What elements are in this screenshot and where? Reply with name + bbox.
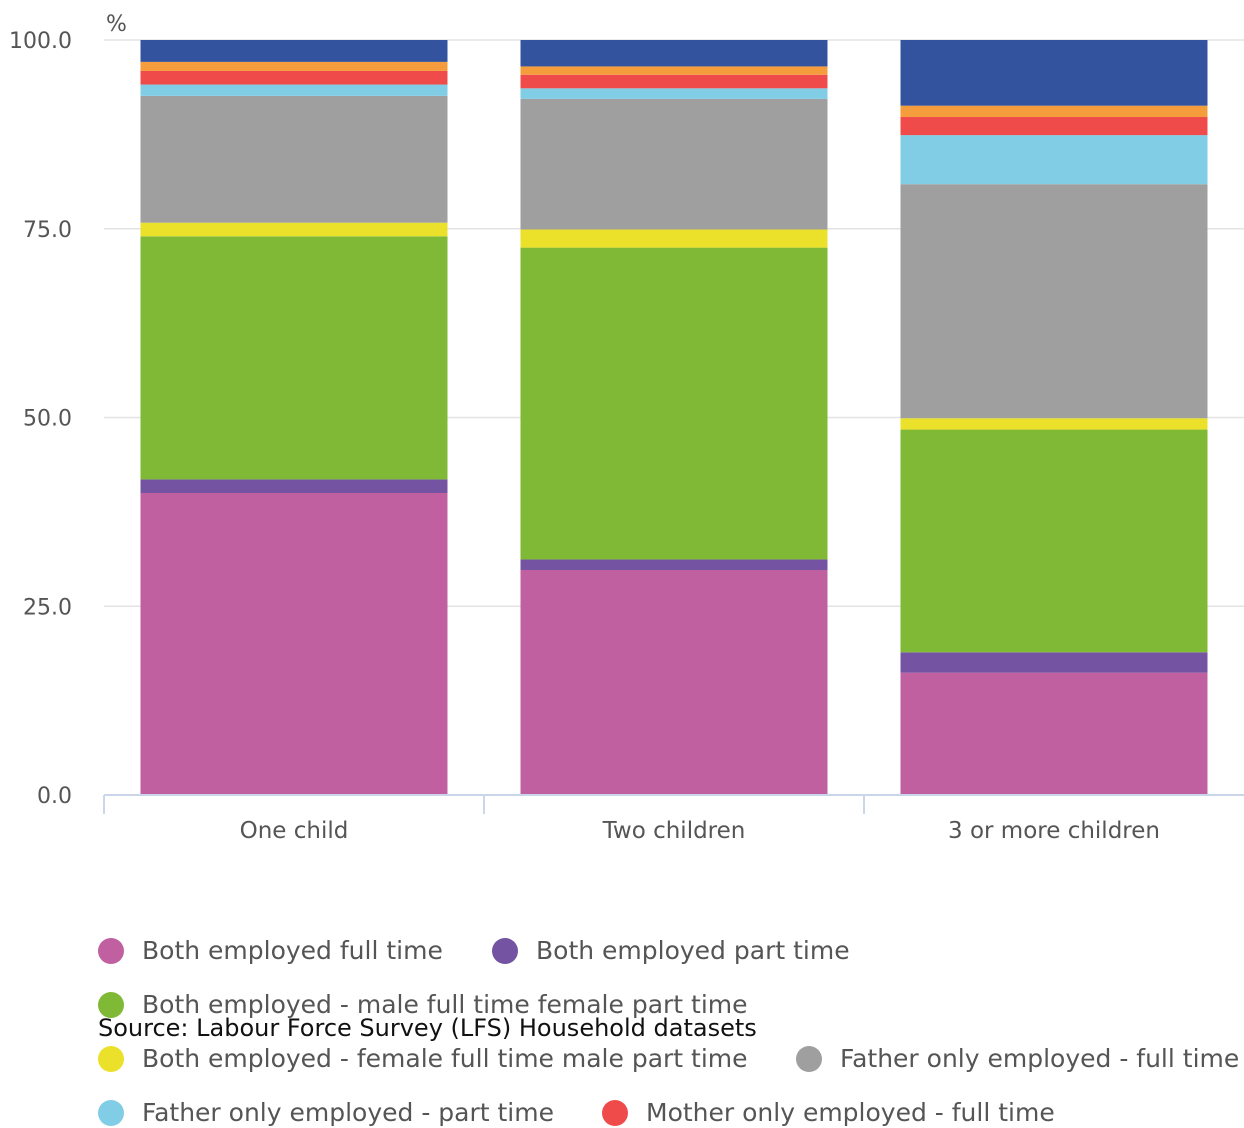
- bar-segment: [900, 672, 1208, 795]
- bar-segment: [140, 95, 448, 223]
- bar-segment: [520, 229, 828, 248]
- legend-label: Father only employed - part time: [142, 1098, 554, 1127]
- bar-segment: [520, 559, 828, 571]
- bar-segment: [520, 74, 828, 89]
- legend-swatch: [98, 937, 124, 964]
- legend-swatch: [492, 937, 518, 964]
- bar-segment: [140, 222, 448, 237]
- bar-segment: [900, 429, 1208, 653]
- legend-swatch: [98, 1045, 124, 1072]
- legend-swatch: [98, 1099, 124, 1126]
- legend-item[interactable]: Both employed part time: [492, 936, 850, 965]
- bar-segment: [520, 247, 828, 560]
- bar-segment: [900, 652, 1208, 673]
- legend-item[interactable]: Father only employed - part time: [98, 1098, 554, 1127]
- legend-item[interactable]: Both employed - female full time male pa…: [98, 1044, 748, 1073]
- bar-segment: [900, 135, 1208, 185]
- legend-swatch: [796, 1045, 822, 1072]
- bar-segment: [520, 98, 828, 230]
- bar-segment: [900, 117, 1208, 136]
- legend-swatch: [98, 991, 124, 1018]
- legend-label: Both employed full time: [142, 936, 443, 965]
- y-tick-label: 0.0: [37, 784, 72, 809]
- bar-segment: [520, 66, 828, 75]
- y-unit-label: %: [106, 12, 127, 37]
- legend-label: Father only employed - full time: [840, 1044, 1240, 1073]
- bar-segment: [140, 493, 448, 795]
- legend-swatch: [602, 1099, 628, 1126]
- bar-segment: [520, 40, 828, 67]
- bar-segment: [140, 236, 448, 480]
- x-category-label: 3 or more children: [948, 818, 1160, 844]
- bar-segment: [900, 105, 1208, 118]
- legend-item[interactable]: Both employed - male full time female pa…: [98, 990, 748, 1019]
- y-tick-label: 100.0: [9, 29, 72, 54]
- bar-segment: [520, 570, 828, 795]
- legend-label: Both employed - male full time female pa…: [142, 990, 748, 1019]
- bar-segment: [900, 40, 1208, 106]
- y-tick-label: 25.0: [23, 595, 72, 620]
- legend-item[interactable]: Father only employed - full time: [796, 1044, 1239, 1073]
- bar-segment: [140, 70, 448, 85]
- y-tick-label: 75.0: [23, 218, 72, 243]
- legend-item[interactable]: Both employed full time: [98, 936, 443, 965]
- legend-label: Both employed part time: [536, 936, 850, 965]
- bar-segment: [900, 184, 1208, 419]
- x-category-label: One child: [240, 818, 349, 844]
- y-tick-label: 50.0: [23, 407, 72, 432]
- bar-segment: [520, 88, 828, 99]
- bar-segment: [140, 479, 448, 493]
- source-note: Source: Labour Force Survey (LFS) Househ…: [98, 1014, 757, 1042]
- bar-segment: [140, 84, 448, 96]
- legend-label: Both employed - female full time male pa…: [142, 1044, 748, 1073]
- bar-segment: [140, 61, 448, 71]
- bar-segment: [900, 418, 1208, 430]
- legend-label: Mother only employed - full time: [646, 1098, 1055, 1127]
- x-category-label: Two children: [602, 818, 746, 844]
- legend-item[interactable]: Mother only employed - full time: [602, 1098, 1055, 1127]
- bar-segment: [140, 40, 448, 62]
